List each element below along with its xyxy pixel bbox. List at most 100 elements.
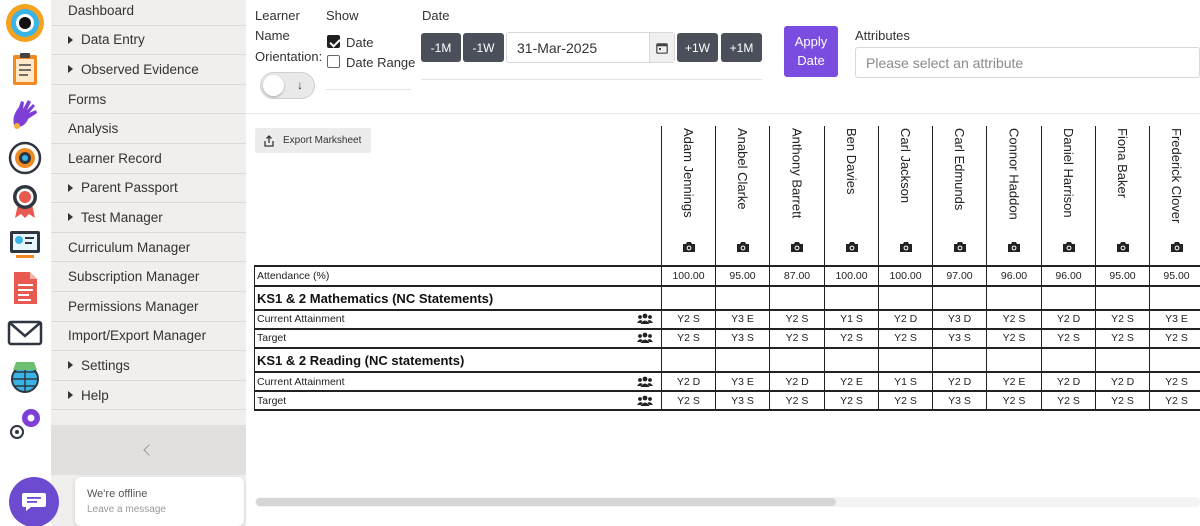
grade-cell[interactable]: Y1 S xyxy=(840,313,863,325)
learner-header[interactable]: Anabel Clarke xyxy=(716,128,769,234)
grade-cell[interactable]: Y2 S xyxy=(1057,395,1080,407)
grade-cell[interactable]: Y2 D xyxy=(785,376,809,388)
sidebar-item-analysis[interactable]: Analysis xyxy=(51,114,246,144)
grade-cell[interactable]: Y1 S xyxy=(894,376,917,388)
show-date-range-checkbox[interactable] xyxy=(327,55,340,68)
camera-icon[interactable] xyxy=(1116,241,1130,253)
grade-cell[interactable]: Y2 S xyxy=(677,332,700,344)
grade-cell[interactable]: Y2 S xyxy=(1165,332,1188,344)
grade-cell[interactable]: Y3 S xyxy=(948,332,971,344)
grade-cell[interactable]: Y3 E xyxy=(731,313,754,325)
camera-icon[interactable] xyxy=(1007,241,1021,253)
target-icon[interactable] xyxy=(6,139,44,177)
mail-icon[interactable] xyxy=(6,314,44,352)
sidebar-item-forms[interactable]: Forms xyxy=(51,85,246,115)
grade-cell[interactable]: Y2 S xyxy=(785,313,809,325)
grade-cell[interactable]: Y2 S xyxy=(1165,376,1188,388)
camera-icon[interactable] xyxy=(1170,241,1184,253)
learner-header[interactable]: Adam Jennings xyxy=(662,128,715,234)
learner-header[interactable]: Carl Jackson xyxy=(879,128,932,234)
group-icon[interactable] xyxy=(637,313,653,324)
sidebar-item-data-entry[interactable]: Data Entry xyxy=(51,26,246,56)
grade-cell[interactable]: Y2 S xyxy=(1002,395,1026,407)
grade-cell[interactable]: Y2 E xyxy=(840,376,863,388)
logo-icon[interactable] xyxy=(4,2,46,44)
date-input[interactable]: 31-Mar-2025 xyxy=(506,32,675,63)
group-icon[interactable] xyxy=(637,332,653,343)
chat-launcher-button[interactable] xyxy=(9,477,59,526)
grade-cell[interactable]: Y2 S xyxy=(1111,395,1134,407)
award-icon[interactable] xyxy=(6,182,44,220)
grade-cell[interactable]: Y2 S xyxy=(894,332,917,344)
attributes-select[interactable]: Please select an attribute xyxy=(855,47,1200,78)
horizontal-scrollbar-thumb[interactable] xyxy=(256,498,836,506)
grade-cell[interactable]: Y2 D xyxy=(947,376,972,388)
globe-icon[interactable] xyxy=(6,358,44,396)
sidebar-item-settings[interactable]: Settings xyxy=(51,351,246,381)
learner-header[interactable]: Ben Davies xyxy=(825,128,878,234)
collapse-sidebar-button[interactable] xyxy=(51,425,246,475)
camera-icon[interactable] xyxy=(845,241,859,253)
grade-cell[interactable]: Y2 S xyxy=(1111,332,1134,344)
group-icon[interactable] xyxy=(637,376,653,387)
learner-orientation-toggle[interactable]: ↓ xyxy=(260,72,315,99)
grade-cell[interactable]: Y3 S xyxy=(731,332,754,344)
learner-header[interactable]: Anthony Barrett xyxy=(770,128,824,234)
sidebar-item-help[interactable]: Help xyxy=(51,381,246,411)
sidebar-item-test-manager[interactable]: Test Manager xyxy=(51,203,246,233)
apply-date-button[interactable]: Apply Date xyxy=(784,26,838,77)
camera-icon[interactable] xyxy=(736,241,750,253)
grade-cell[interactable]: Y3 E xyxy=(1165,313,1188,325)
export-marksheet-button[interactable]: Export Marksheet xyxy=(255,128,371,153)
camera-icon[interactable] xyxy=(1062,241,1076,253)
show-date-checkbox[interactable] xyxy=(327,35,340,48)
grade-cell[interactable]: Y2 S xyxy=(894,395,917,407)
plus-week-button[interactable]: +1W xyxy=(677,33,718,62)
sidebar-item-import-export-manager[interactable]: Import/Export Manager xyxy=(51,322,246,352)
grade-cell[interactable]: Y2 S xyxy=(1111,313,1134,325)
calendar-button[interactable] xyxy=(649,33,674,62)
sidebar-item-parent-passport[interactable]: Parent Passport xyxy=(51,174,246,204)
sidebar-item-learner-record[interactable]: Learner Record xyxy=(51,144,246,174)
plus-month-button[interactable]: +1M xyxy=(721,33,762,62)
gears-icon[interactable] xyxy=(6,404,44,442)
grade-cell[interactable]: Y2 S xyxy=(1002,332,1026,344)
grade-cell[interactable]: Y2 D xyxy=(1110,376,1135,388)
learner-header[interactable]: Connor Haddon xyxy=(987,128,1041,234)
minus-month-button[interactable]: -1M xyxy=(421,33,461,62)
clipboard-icon[interactable] xyxy=(6,50,44,88)
camera-icon[interactable] xyxy=(953,241,967,253)
grade-cell[interactable]: Y3 S xyxy=(731,395,754,407)
sidebar-item-subscription-manager[interactable]: Subscription Manager xyxy=(51,262,246,292)
grade-cell[interactable]: Y3 S xyxy=(948,395,971,407)
learner-header[interactable]: Frederick Clover xyxy=(1150,128,1200,234)
group-icon[interactable] xyxy=(637,395,653,406)
grade-cell[interactable]: Y2 S xyxy=(1002,313,1026,325)
hand-icon[interactable] xyxy=(6,95,44,133)
minus-week-button[interactable]: -1W xyxy=(463,33,504,62)
grade-cell[interactable]: Y2 S xyxy=(677,395,700,407)
grade-cell[interactable]: Y2 S xyxy=(785,395,809,407)
learner-header[interactable]: Daniel Harrison xyxy=(1042,128,1095,234)
chat-status-card[interactable]: We're offline Leave a message xyxy=(75,477,244,526)
grade-cell[interactable]: Y2 D xyxy=(676,376,701,388)
grade-cell[interactable]: Y2 S xyxy=(840,332,863,344)
camera-icon[interactable] xyxy=(790,241,804,253)
learner-header[interactable]: Fiona Baker xyxy=(1096,128,1149,234)
grade-cell[interactable]: Y2 S xyxy=(1165,395,1188,407)
sidebar-item-dashboard[interactable]: Dashboard xyxy=(51,0,246,26)
sidebar-item-observed-evidence[interactable]: Observed Evidence xyxy=(51,55,246,85)
grade-cell[interactable]: Y2 S xyxy=(785,332,809,344)
sidebar-item-permissions-manager[interactable]: Permissions Manager xyxy=(51,292,246,322)
sidebar-item-curriculum-manager[interactable]: Curriculum Manager xyxy=(51,233,246,263)
camera-icon[interactable] xyxy=(899,241,913,253)
document-icon[interactable] xyxy=(6,269,44,307)
grade-cell[interactable]: Y2 S xyxy=(1057,332,1080,344)
grade-cell[interactable]: Y2 S xyxy=(840,395,863,407)
presentation-icon[interactable] xyxy=(6,225,44,263)
grade-cell[interactable]: Y3 D xyxy=(947,313,972,325)
grade-cell[interactable]: Y2 D xyxy=(893,313,918,325)
learner-header[interactable]: Carl Edmunds xyxy=(933,128,986,234)
grade-cell[interactable]: Y2 E xyxy=(1002,376,1026,388)
grade-cell[interactable]: Y2 D xyxy=(1056,376,1081,388)
